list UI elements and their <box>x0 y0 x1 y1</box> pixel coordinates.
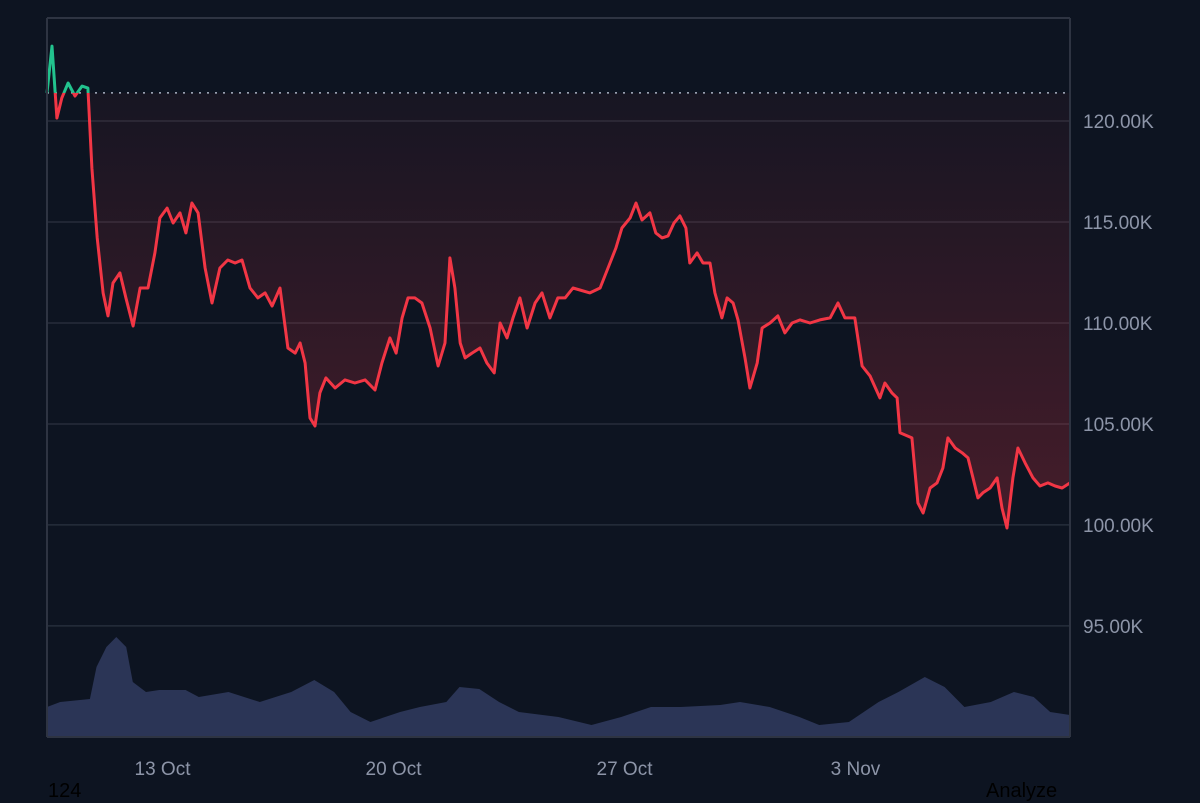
price-line-below-baseline <box>47 92 1071 530</box>
below-baseline-area <box>47 92 1070 528</box>
price-tick-label: 120.00K <box>1083 112 1154 133</box>
time-tick-label: 3 Nov <box>831 759 881 780</box>
price-axis[interactable]: 120.00K 115.00K 110.00K 105.00K 100.00K 95.00… <box>1083 112 1154 638</box>
volume-histogram <box>47 637 1070 737</box>
price-tick-label: 115.00K <box>1083 213 1153 234</box>
price-tick-label: 95.00K <box>1083 617 1144 638</box>
price-tick-label: 110.00K <box>1083 314 1153 335</box>
time-axis[interactable]: 13 Oct 20 Oct 27 Oct 3 Nov <box>135 759 881 780</box>
footer-left-text: 124 <box>48 780 82 802</box>
price-tick-label: 100.00K <box>1083 516 1154 537</box>
price-tick-label: 105.00K <box>1083 415 1154 436</box>
time-tick-label: 13 Oct <box>135 759 192 780</box>
plot-border <box>46 17 1071 738</box>
analyze-button[interactable]: Analyze <box>986 780 1058 802</box>
time-tick-label: 27 Oct <box>597 759 654 780</box>
time-tick-label: 20 Oct <box>366 759 423 780</box>
